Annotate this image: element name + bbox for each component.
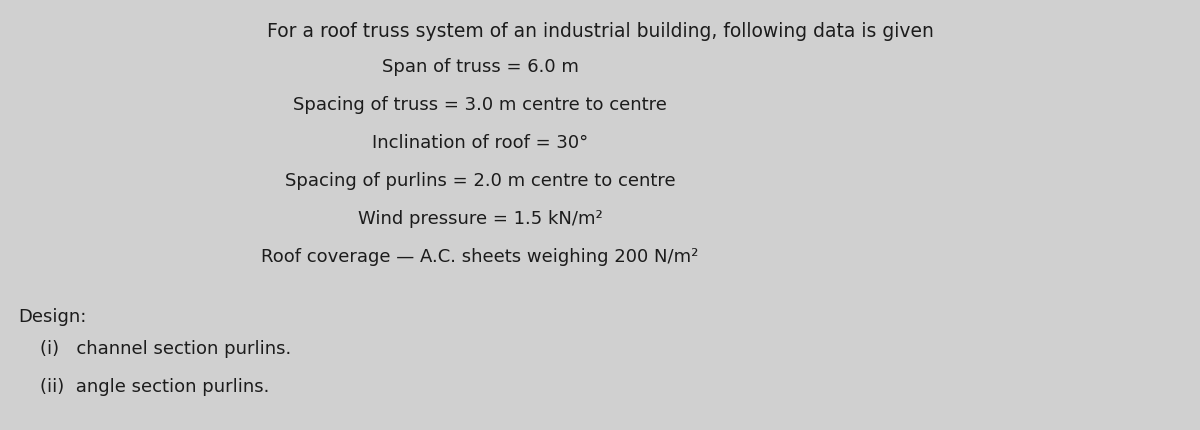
Text: Wind pressure = 1.5 kN/m²: Wind pressure = 1.5 kN/m² xyxy=(358,210,602,228)
Text: (i)   channel section purlins.: (i) channel section purlins. xyxy=(40,340,292,358)
Text: Spacing of purlins = 2.0 m centre to centre: Spacing of purlins = 2.0 m centre to cen… xyxy=(284,172,676,190)
Text: For a roof truss system of an industrial building, following data is given: For a roof truss system of an industrial… xyxy=(266,22,934,41)
Text: (ii)  angle section purlins.: (ii) angle section purlins. xyxy=(40,378,269,396)
Text: Span of truss = 6.0 m: Span of truss = 6.0 m xyxy=(382,58,578,76)
Text: Roof coverage — A.C. sheets weighing 200 N/m²: Roof coverage — A.C. sheets weighing 200… xyxy=(262,248,698,266)
Text: Inclination of roof = 30°: Inclination of roof = 30° xyxy=(372,134,588,152)
Text: Spacing of truss = 3.0 m centre to centre: Spacing of truss = 3.0 m centre to centr… xyxy=(293,96,667,114)
Text: Design:: Design: xyxy=(18,308,86,326)
